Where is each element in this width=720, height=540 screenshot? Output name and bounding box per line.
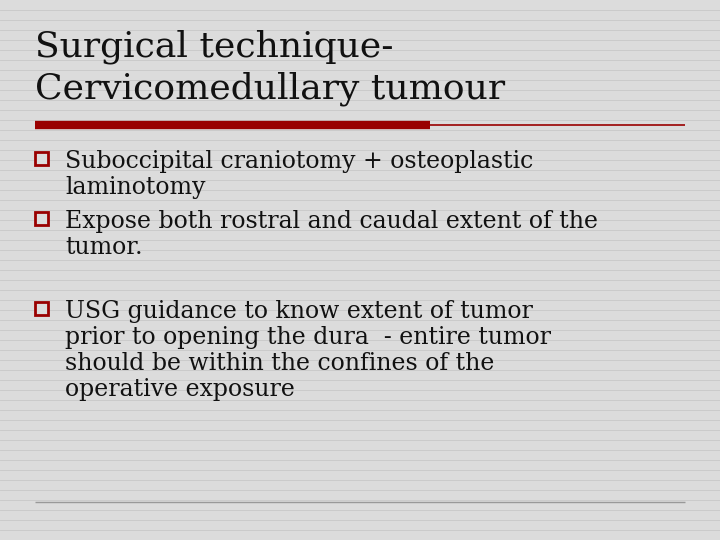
Text: tumor.: tumor. — [65, 236, 143, 259]
Text: Expose both rostral and caudal extent of the: Expose both rostral and caudal extent of… — [65, 210, 598, 233]
Bar — [35, 302, 48, 315]
Text: prior to opening the dura  - entire tumor: prior to opening the dura - entire tumor — [65, 326, 551, 349]
Text: Surgical technique-: Surgical technique- — [35, 30, 394, 64]
Text: should be within the confines of the: should be within the confines of the — [65, 352, 495, 375]
Text: USG guidance to know extent of tumor: USG guidance to know extent of tumor — [65, 300, 533, 323]
Text: Suboccipital craniotomy + osteoplastic: Suboccipital craniotomy + osteoplastic — [65, 150, 534, 173]
Bar — [35, 212, 48, 225]
Text: operative exposure: operative exposure — [65, 378, 295, 401]
Text: laminotomy: laminotomy — [65, 176, 205, 199]
Bar — [35, 152, 48, 165]
Text: Cervicomedullary tumour: Cervicomedullary tumour — [35, 72, 505, 106]
